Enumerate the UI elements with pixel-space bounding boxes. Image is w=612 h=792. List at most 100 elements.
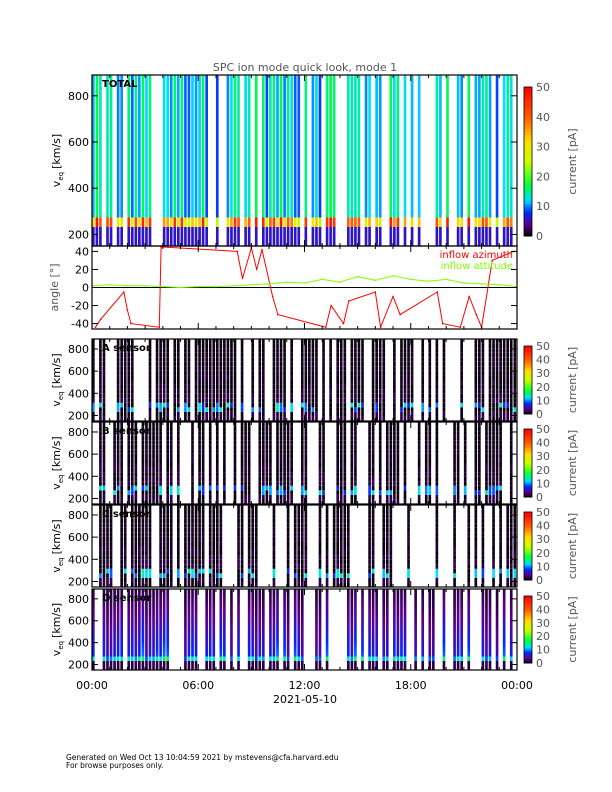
heatmap-cell xyxy=(428,380,432,385)
heatmap-cell xyxy=(513,411,517,417)
heatmap-cell xyxy=(424,485,428,491)
heatmap-cell xyxy=(162,84,166,94)
heatmap-cell xyxy=(396,189,400,199)
heatmap-cell xyxy=(152,485,155,491)
heatmap-cell xyxy=(396,485,400,491)
heatmap-cell xyxy=(194,568,198,574)
heatmap-cell xyxy=(371,416,375,421)
heatmap-cell xyxy=(393,179,396,189)
colorbar-swatch xyxy=(524,377,532,380)
heatmap-cell xyxy=(315,348,318,353)
heatmap-cell xyxy=(290,348,293,353)
heatmap-cell xyxy=(219,555,223,560)
heatmap-cell xyxy=(318,236,322,246)
heatmap-cell xyxy=(109,170,113,180)
heatmap-cell xyxy=(247,472,251,477)
heatmap-cell xyxy=(506,179,510,189)
heatmap-cell xyxy=(286,472,290,477)
heatmap-cell xyxy=(453,458,456,463)
heatmap-cell xyxy=(318,485,322,491)
heatmap-cell xyxy=(357,384,361,390)
heatmap-cell xyxy=(286,141,290,151)
heatmap-cell xyxy=(230,375,233,380)
heatmap-cell xyxy=(293,564,297,569)
colorbar-swatch xyxy=(524,188,532,192)
heatmap-cell xyxy=(350,132,354,142)
heatmap-cell xyxy=(311,339,315,344)
heatmap-cell xyxy=(417,113,421,123)
heatmap-cell xyxy=(290,208,293,218)
heatmap-cell xyxy=(499,444,502,450)
heatmap-cell xyxy=(141,505,145,510)
heatmap-cell xyxy=(226,122,230,132)
heatmap-cell xyxy=(92,132,95,142)
heatmap-cell xyxy=(138,84,141,94)
heatmap-cell xyxy=(212,514,216,519)
heatmap-cell xyxy=(106,179,109,189)
heatmap-cell xyxy=(194,132,198,142)
heatmap-cell xyxy=(283,366,286,371)
heatmap-cell xyxy=(272,582,276,587)
heatmap-cell xyxy=(308,402,311,408)
heatmap-cell xyxy=(265,113,269,123)
heatmap-cell xyxy=(467,132,471,142)
heatmap-cell xyxy=(272,370,276,376)
heatmap-cell xyxy=(106,141,109,151)
heatmap-cell xyxy=(106,75,109,85)
heatmap-cell xyxy=(194,160,198,170)
heatmap-cell xyxy=(382,339,386,344)
heatmap-cell xyxy=(276,94,279,104)
heatmap-cell xyxy=(212,411,216,417)
heatmap-cell xyxy=(446,208,449,218)
heatmap-cell xyxy=(226,113,230,123)
heatmap-cell xyxy=(187,536,191,542)
heatmap-cell xyxy=(421,389,425,394)
colorbar-swatch xyxy=(524,164,532,168)
heatmap-cell xyxy=(251,380,255,385)
heatmap-cell xyxy=(339,348,343,353)
heatmap-cell xyxy=(212,509,216,515)
heatmap-cell xyxy=(177,490,180,495)
heatmap-cell xyxy=(187,541,191,546)
heatmap-cell xyxy=(219,398,223,403)
heatmap-cell xyxy=(198,236,201,246)
heatmap-cell xyxy=(184,113,187,123)
heatmap-cell xyxy=(325,189,329,199)
heatmap-cell xyxy=(339,380,343,385)
heatmap-cell xyxy=(254,550,258,556)
heatmap-cell xyxy=(120,499,123,504)
heatmap-cell xyxy=(378,366,382,371)
heatmap-cell xyxy=(375,339,378,344)
heatmap-cell xyxy=(375,398,378,403)
heatmap-cell xyxy=(116,481,120,486)
heatmap-cell xyxy=(134,103,138,113)
heatmap-cell xyxy=(456,463,460,468)
heatmap-cell xyxy=(297,564,301,569)
heatmap-cell xyxy=(184,550,187,556)
heatmap-cell xyxy=(123,550,127,556)
heatmap-cell xyxy=(180,94,184,104)
colorbar-swatch xyxy=(524,458,532,461)
heatmap-cell xyxy=(354,370,357,376)
heatmap-cell xyxy=(262,160,265,170)
heatmap-cell xyxy=(262,467,265,473)
heatmap-cell xyxy=(148,440,152,445)
colorbar-tick-label: 0 xyxy=(536,230,543,243)
heatmap-cell xyxy=(463,449,467,454)
heatmap-cell xyxy=(283,422,286,427)
heatmap-cell xyxy=(290,343,293,349)
heatmap-cell xyxy=(127,393,131,399)
heatmap-cell xyxy=(308,398,311,403)
heatmap-cell xyxy=(382,370,386,376)
heatmap-cell xyxy=(187,555,191,560)
heatmap-cell xyxy=(258,343,262,349)
heatmap-cell xyxy=(478,122,481,132)
heatmap-cell xyxy=(254,541,258,546)
heatmap-cell xyxy=(300,494,304,500)
heatmap-cell xyxy=(304,343,308,349)
heatmap-cell xyxy=(279,348,283,353)
colorbar-swatch xyxy=(524,365,532,367)
heatmap-cell xyxy=(145,422,148,427)
heatmap-cell xyxy=(357,151,361,161)
heatmap-cell xyxy=(382,398,386,403)
